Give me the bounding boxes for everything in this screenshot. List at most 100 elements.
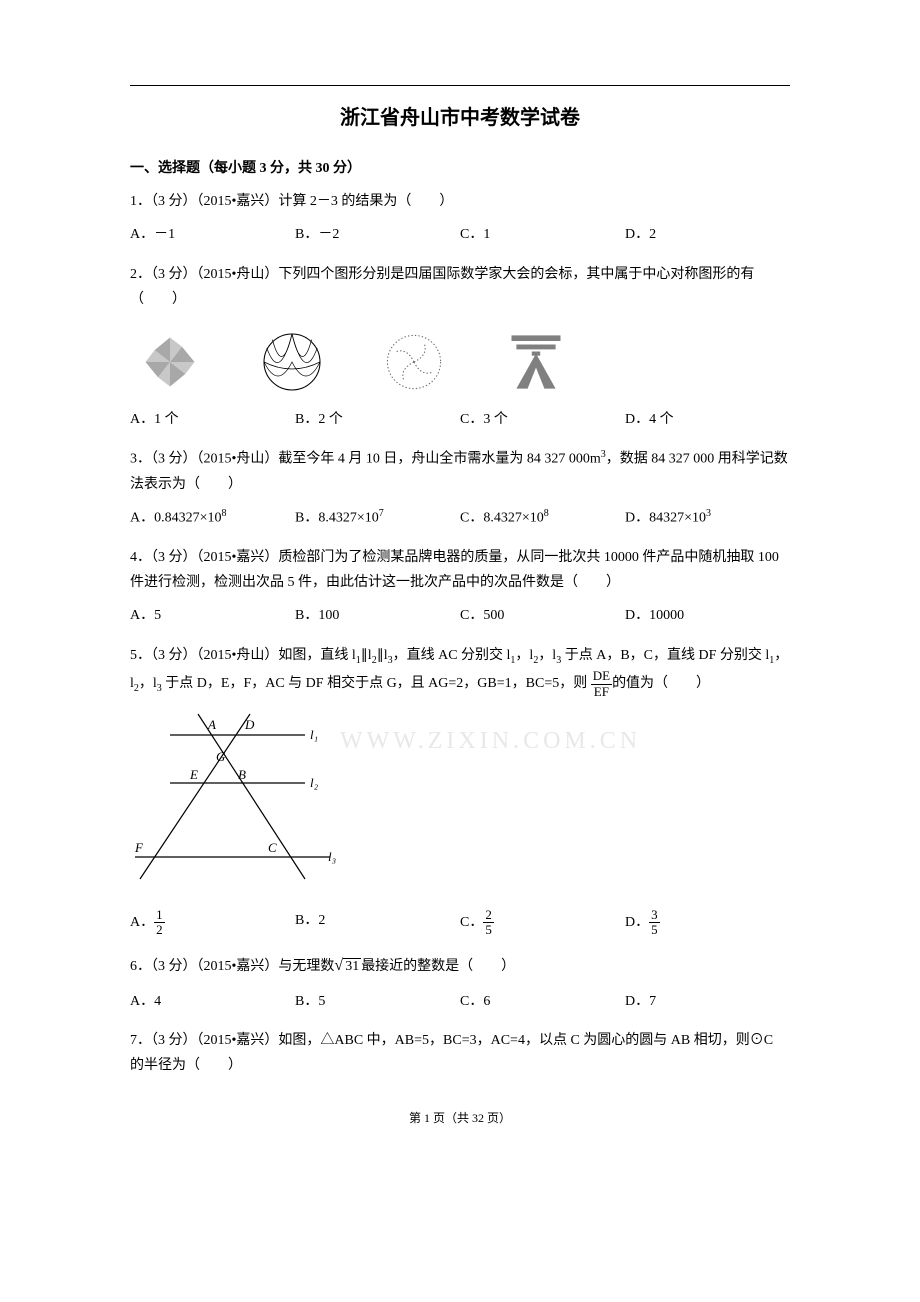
lblE: E (189, 767, 198, 782)
q5-t2: ∥l (361, 648, 372, 663)
top-rule (130, 85, 790, 86)
question-2: 2．（3 分）（2015•舟山）下列四个图形分别是四届国际数学家大会的会标，其中… (130, 262, 790, 312)
circle-arcs-icon (257, 327, 327, 397)
q3-optC-sup: 8 (544, 508, 549, 519)
question-6: 6．（3 分）（2015•嘉兴）与无理数 31最接近的整数是（ ） (130, 952, 790, 981)
q5-frac-den: EF (592, 685, 611, 699)
q3-optC: C．8.4327×108 (460, 505, 625, 531)
q5-optD-num: 3 (649, 908, 660, 923)
q6-sqrt-arg: 31 (343, 958, 361, 974)
q3-optB-sup: 7 (379, 508, 384, 519)
q3-stem-a: 3．（3 分）（2015•舟山）截至今年 4 月 10 日，舟山全市需水量为 8… (130, 452, 601, 467)
q5-t10: 于点 D，E，F，AC 与 DF 相交于点 G，且 AG=2，GB=1，BC=5… (162, 676, 587, 691)
q6-optD: D．7 (625, 989, 790, 1014)
q2-optB: B．2 个 (295, 407, 460, 432)
q5-optB: B．2 (295, 908, 460, 938)
q3-optB-pre: B．8.4327×10 (295, 511, 379, 526)
lblA: A (207, 717, 216, 732)
page-title: 浙江省舟山市中考数学试卷 (130, 100, 790, 136)
q3-optD-sup: 3 (706, 508, 711, 519)
q5-t6: ，l (538, 648, 556, 663)
lblG: G (216, 749, 226, 764)
question-3: 3．（3 分）（2015•舟山）截至今年 4 月 10 日，舟山全市需水量为 8… (130, 446, 790, 497)
q2-optA: A．1 个 (130, 407, 295, 432)
q3-optA: A．0.84327×108 (130, 505, 295, 531)
q5-frac: DEEF (591, 669, 612, 699)
q5-options: A．12 B．2 C．25 D．35 (130, 908, 790, 938)
q6-options: A．4 B．5 C．6 D．7 (130, 989, 790, 1014)
q5-optC-frac: 25 (483, 908, 494, 938)
q5-t11: 的值为（ ） (612, 676, 710, 691)
q5-diagram: A D G E B F C l₁ l₂ l₃ (130, 709, 790, 898)
q5-optD: D．35 (625, 908, 790, 938)
q5-t9: ，l (139, 676, 157, 691)
q5-optD-den: 5 (649, 923, 660, 937)
page-footer: 第 1 页（共 32 页） (130, 1108, 790, 1130)
q5-optC-den: 5 (483, 923, 494, 937)
q1-optA: A．－1 (130, 222, 295, 247)
q4-optD: D．10000 (625, 603, 790, 628)
q4-optB: B．100 (295, 603, 460, 628)
q3-optA-sup: 8 (222, 508, 227, 519)
lbl-l2: l₂ (310, 775, 319, 790)
q5-optC-pre: C． (460, 915, 483, 930)
q5-t4: ，直线 AC 分别交 l (393, 648, 511, 663)
q3-options: A．0.84327×108 B．8.4327×107 C．8.4327×108 … (130, 505, 790, 531)
q5-t7: 于点 A，B，C，直线 DF 分别交 l (561, 648, 769, 663)
q5-frac-num: DE (591, 669, 612, 684)
q2-figures (130, 322, 790, 402)
q2-optC: C．3 个 (460, 407, 625, 432)
q2-fig2 (252, 322, 332, 402)
lbl-l1: l₁ (310, 727, 318, 742)
q3-optD-pre: D．84327×10 (625, 511, 706, 526)
q5-optA: A．12 (130, 908, 295, 938)
q2-fig4 (496, 322, 576, 402)
q3-optB: B．8.4327×107 (295, 505, 460, 531)
q2-optD: D．4 个 (625, 407, 790, 432)
question-5: 5．（3 分）（2015•舟山）如图，直线 l1∥l2∥l3，直线 AC 分别交… (130, 643, 790, 699)
lblB: B (238, 767, 246, 782)
q5-optC-num: 2 (483, 908, 494, 923)
sqrt-icon: 31 (334, 952, 361, 981)
q4-optA: A．5 (130, 603, 295, 628)
q6-stem-b: 最接近的整数是（ ） (361, 959, 515, 974)
q1-optC: C．1 (460, 222, 625, 247)
q5-optD-pre: D． (625, 915, 649, 930)
q5-t1: 5．（3 分）（2015•舟山）如图，直线 l (130, 648, 356, 663)
section-heading: 一、选择题（每小题 3 分，共 30 分） (130, 156, 790, 181)
q1-options: A．－1 B．－2 C．1 D．2 (130, 222, 790, 247)
parallel-lines-diagram: A D G E B F C l₁ l₂ l₃ (130, 709, 340, 889)
q5-t3: ∥l (377, 648, 388, 663)
q1-optB: B．－2 (295, 222, 460, 247)
q3-optC-pre: C．8.4327×10 (460, 511, 544, 526)
q4-options: A．5 B．100 C．500 D．10000 (130, 603, 790, 628)
q2-options: A．1 个 B．2 个 C．3 个 D．4 个 (130, 407, 790, 432)
q3-optD: D．84327×103 (625, 505, 790, 531)
pinwheel-icon (135, 327, 205, 397)
q2-fig1 (130, 322, 210, 402)
q1-optD: D．2 (625, 222, 790, 247)
lblC: C (268, 840, 277, 855)
q5-optC: C．25 (460, 908, 625, 938)
dotted-spiral-icon (379, 327, 449, 397)
q4-optC: C．500 (460, 603, 625, 628)
lbl-l3: l₃ (328, 849, 336, 864)
q5-optA-den: 2 (154, 923, 165, 937)
q2-fig3 (374, 322, 454, 402)
q6-optC: C．6 (460, 989, 625, 1014)
q6-optA: A．4 (130, 989, 295, 1014)
page-content: WWW.ZIXIN.COM.CN 浙江省舟山市中考数学试卷 一、选择题（每小题 … (130, 100, 790, 1130)
q6-stem-a: 6．（3 分）（2015•嘉兴）与无理数 (130, 959, 334, 974)
gate-icon (501, 327, 571, 397)
q3-optA-pre: A．0.84327×10 (130, 511, 222, 526)
question-1: 1．（3 分）（2015•嘉兴）计算 2－3 的结果为（ ） (130, 189, 790, 214)
q5-optA-frac: 12 (154, 908, 165, 938)
q5-optA-pre: A． (130, 915, 154, 930)
lblD: D (244, 717, 255, 732)
lblF: F (134, 840, 144, 855)
question-7: 7．（3 分）（2015•嘉兴）如图，△ABC 中，AB=5，BC=3，AC=4… (130, 1028, 790, 1078)
q6-optB: B．5 (295, 989, 460, 1014)
q5-optD-frac: 35 (649, 908, 660, 938)
question-4: 4．（3 分）（2015•嘉兴）质检部门为了检测某品牌电器的质量，从同一批次共 … (130, 545, 790, 595)
q5-optA-num: 1 (154, 908, 165, 923)
